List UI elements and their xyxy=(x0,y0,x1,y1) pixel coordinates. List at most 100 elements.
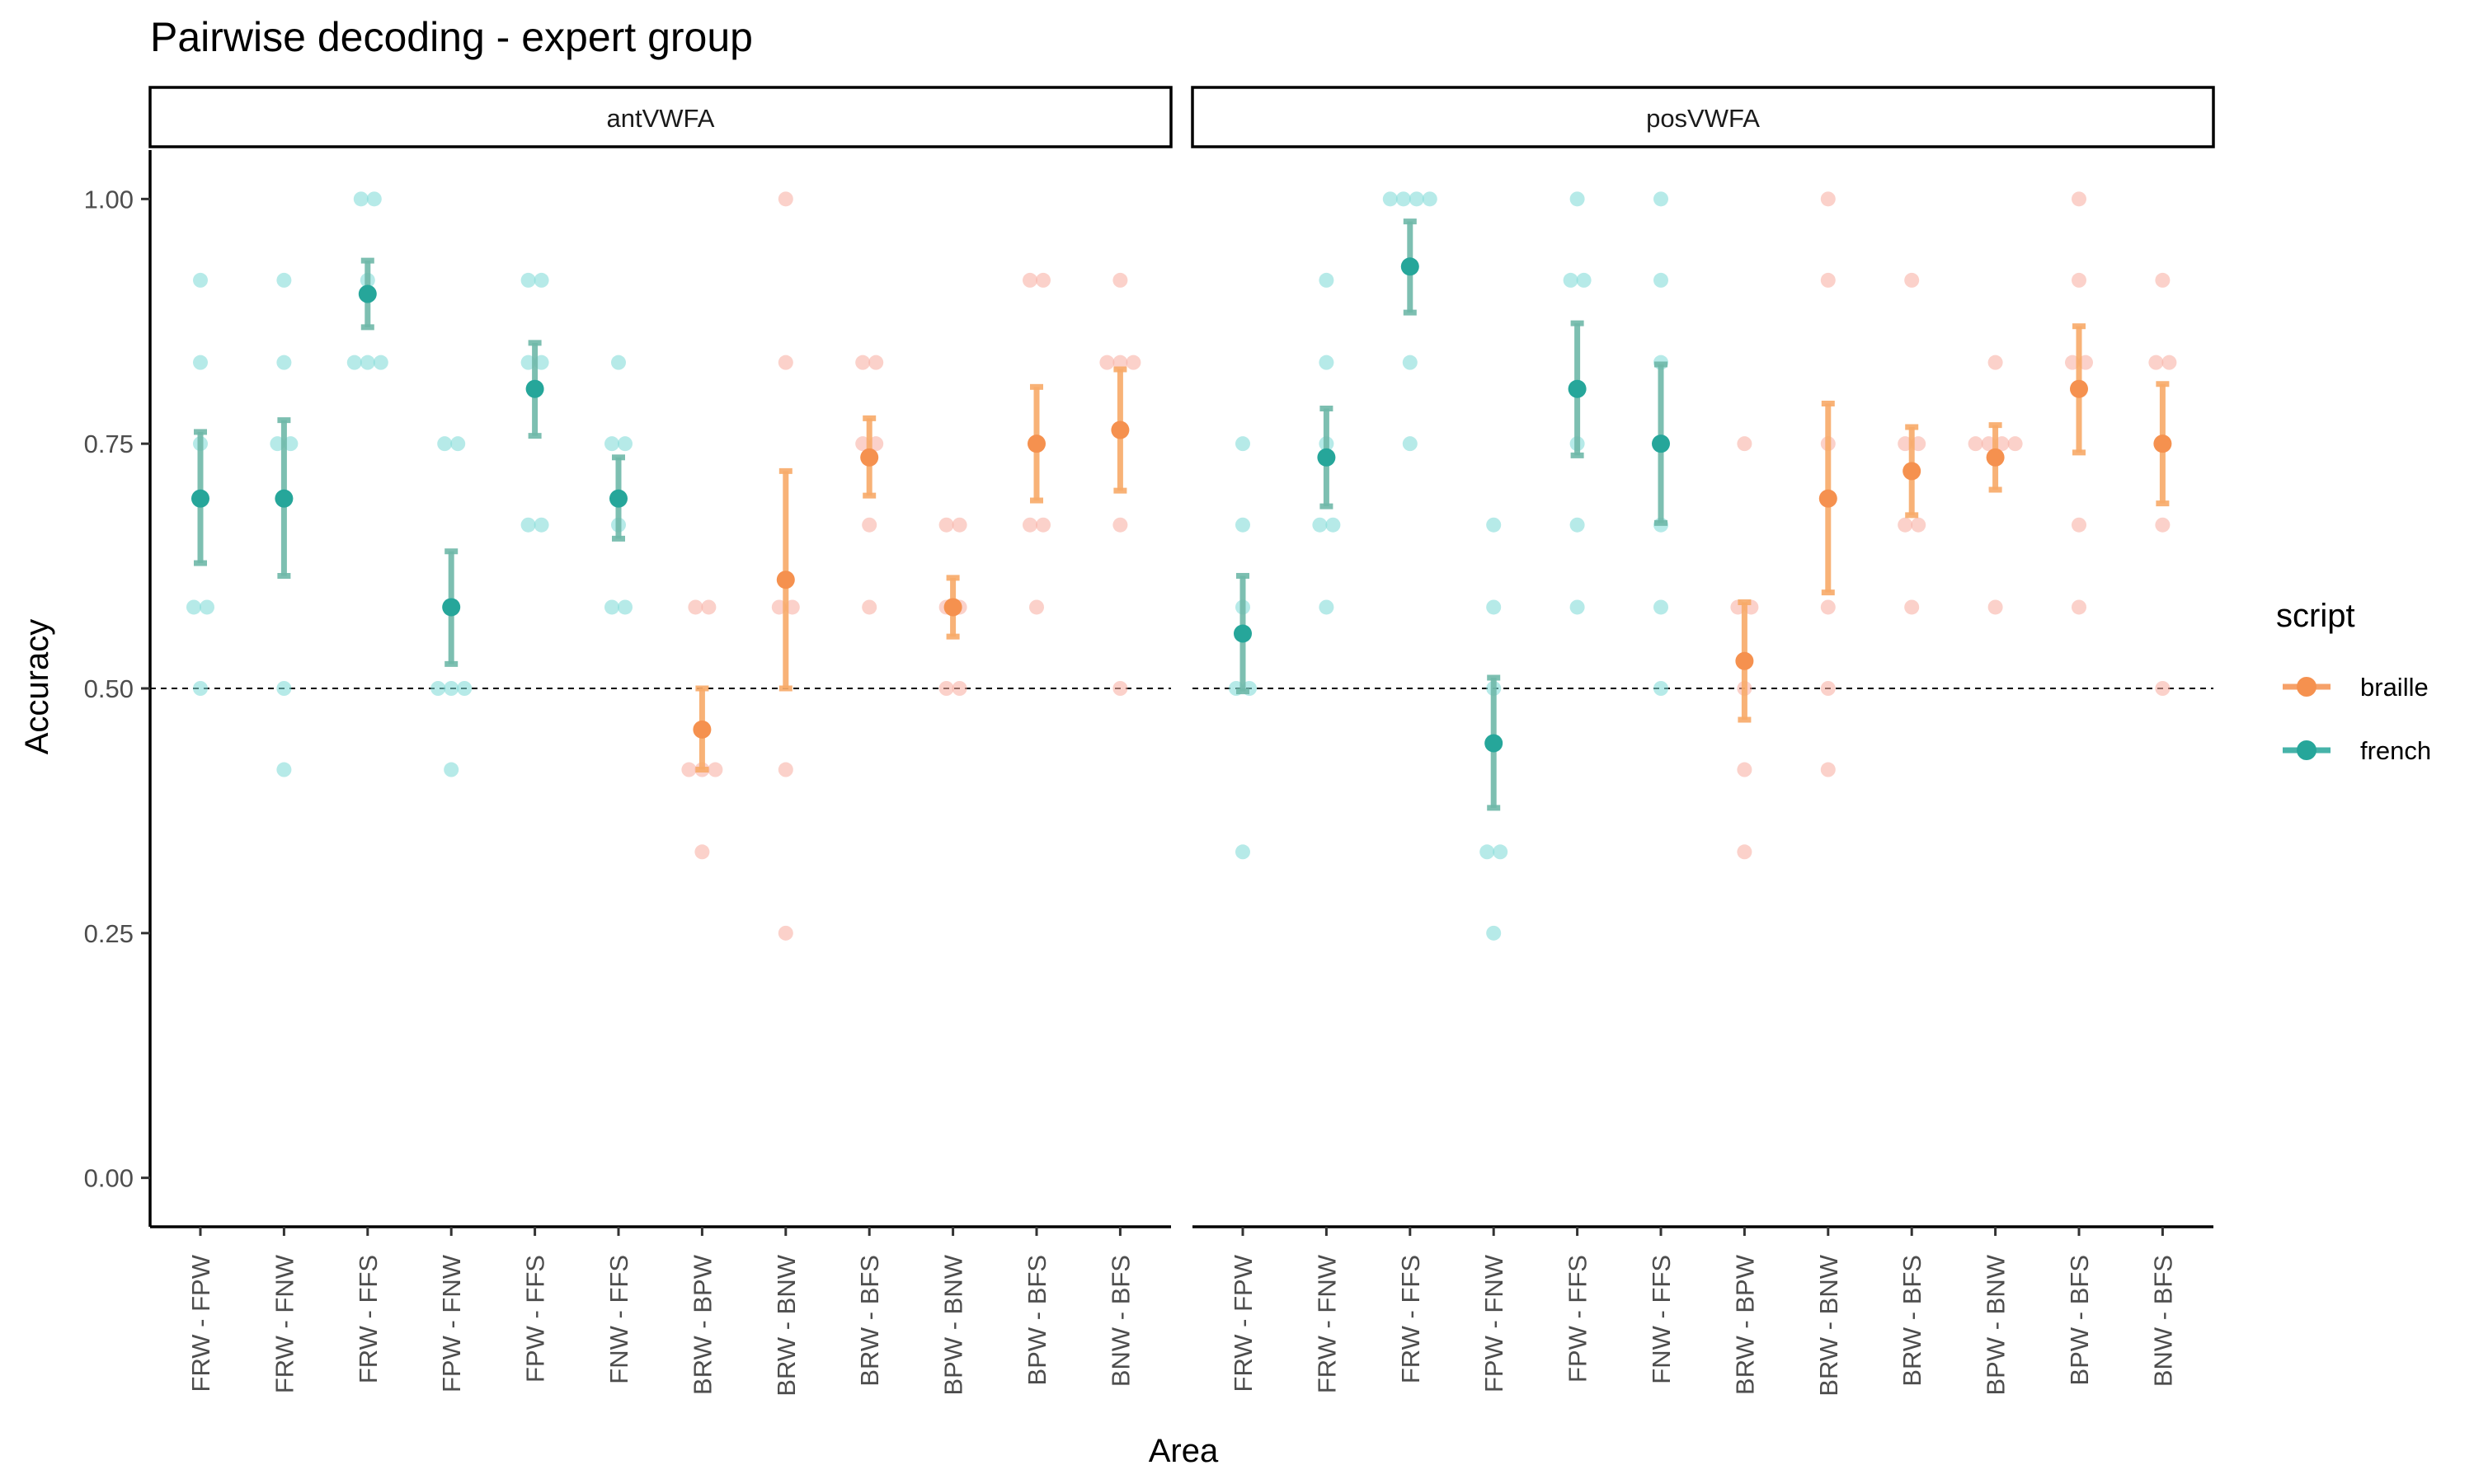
data-point xyxy=(952,681,967,696)
data-point xyxy=(1319,272,1334,288)
mean-point xyxy=(2070,379,2088,398)
x-tick-label: BPW - BFS xyxy=(1023,1255,1051,1385)
x-tick-label: BRW - BFS xyxy=(855,1255,884,1387)
data-point xyxy=(276,762,292,777)
data-point xyxy=(868,355,884,370)
data-point xyxy=(1402,436,1418,452)
data-point xyxy=(778,925,793,941)
data-point xyxy=(1911,517,1926,533)
data-point xyxy=(1493,844,1508,860)
data-point xyxy=(2155,517,2171,533)
data-point xyxy=(1904,599,1920,615)
x-tick-label: FPW - FNW xyxy=(437,1254,466,1392)
data-point xyxy=(1319,599,1334,615)
data-point xyxy=(2072,191,2086,207)
data-point xyxy=(373,355,388,370)
data-point xyxy=(1422,191,1437,207)
data-point xyxy=(1653,191,1668,207)
y-axis-title: Accuracy xyxy=(19,619,55,755)
data-point xyxy=(1479,844,1495,860)
data-point xyxy=(1402,355,1418,370)
data-point xyxy=(938,517,954,533)
mean-point xyxy=(776,571,795,589)
data-point xyxy=(1737,762,1752,777)
data-point xyxy=(457,681,473,696)
mean-point xyxy=(1652,434,1670,453)
facet-strip-label: antVWFA xyxy=(607,104,715,133)
x-tick-label: BPW - BNW xyxy=(1982,1254,2011,1395)
x-tick-label: BNW - BFS xyxy=(2148,1255,2177,1387)
data-point xyxy=(346,355,362,370)
x-tick-label: FRW - FFS xyxy=(354,1255,383,1383)
data-point xyxy=(778,191,793,207)
data-point xyxy=(1904,272,1920,288)
data-point xyxy=(862,599,877,615)
data-point xyxy=(2148,355,2164,370)
data-point xyxy=(2161,355,2177,370)
data-point xyxy=(1235,517,1250,533)
x-tick-label: BRW - BPW xyxy=(1730,1254,1759,1395)
x-tick-label: BRW - BPW xyxy=(688,1254,717,1395)
data-point xyxy=(618,599,633,615)
y-tick-label: 1.00 xyxy=(84,185,134,214)
data-point xyxy=(430,681,446,696)
data-point xyxy=(193,355,208,370)
legend-key-point xyxy=(2297,740,2316,760)
facet-panel-antVWFA: antVWFA FRW - FPW FRW - FNW FRW - FFS FPW - … xyxy=(148,86,1173,1397)
data-point xyxy=(2072,272,2086,288)
data-point xyxy=(200,599,214,615)
mean-point xyxy=(1735,651,1754,670)
data-point xyxy=(778,762,793,777)
mean-point xyxy=(609,489,628,508)
data-point xyxy=(186,599,201,615)
data-point xyxy=(1987,599,2003,615)
mean-point xyxy=(1818,489,1837,508)
x-tick-label: FPW - FNW xyxy=(1479,1254,1508,1392)
data-point xyxy=(437,436,453,452)
x-tick-label: BNW - BFS xyxy=(1106,1255,1135,1387)
data-point xyxy=(1099,355,1115,370)
data-point xyxy=(1820,191,1836,207)
data-point xyxy=(1820,762,1836,777)
data-point xyxy=(1023,272,1037,288)
mean-point xyxy=(1028,434,1046,453)
x-tick-label: FNW - FFS xyxy=(604,1255,633,1384)
data-point xyxy=(855,355,871,370)
facet-strip-label: posVWFA xyxy=(1646,104,1760,133)
data-point xyxy=(1395,191,1411,207)
x-tick-label: BRW - BNW xyxy=(1814,1254,1843,1396)
data-point xyxy=(1112,517,1128,533)
y-axis: 0.00 0.25 0.50 0.75 1.00 xyxy=(84,150,152,1227)
data-point xyxy=(1312,517,1328,533)
x-axis-title: Area xyxy=(1149,1433,1219,1469)
facet-panel-posVWFA: posVWFA FRW - FPW FRW - FNW FRW - FFS FPW - … xyxy=(1191,86,2215,1397)
facet-panels: antVWFA FRW - FPW FRW - FNW FRW - FFS FPW - … xyxy=(148,86,2215,1397)
x-tick-label: FRW - FPW xyxy=(1229,1254,1258,1392)
legend-label-french: french xyxy=(2360,736,2431,765)
legend-key-point xyxy=(2297,677,2316,697)
data-point xyxy=(688,599,703,615)
mean-point xyxy=(2153,434,2172,453)
mean-point xyxy=(1111,420,1130,439)
data-point xyxy=(520,517,536,533)
data-point xyxy=(1968,436,1983,452)
data-point xyxy=(862,517,877,533)
data-point xyxy=(1569,599,1585,615)
mean-point xyxy=(275,489,294,508)
data-point xyxy=(681,762,697,777)
data-point xyxy=(694,844,710,860)
data-point xyxy=(1653,272,1668,288)
data-point xyxy=(1486,517,1502,533)
mean-point xyxy=(1234,624,1252,643)
data-point xyxy=(444,762,459,777)
data-point xyxy=(353,191,369,207)
data-point xyxy=(1820,272,1836,288)
mean-point xyxy=(1400,257,1419,276)
data-point xyxy=(1382,191,1398,207)
mean-point xyxy=(943,598,962,617)
facet-strip xyxy=(1191,86,2215,148)
data-point xyxy=(193,272,208,288)
x-tick-label: FPW - FFS xyxy=(521,1255,550,1383)
y-tick-label: 0.00 xyxy=(84,1164,134,1193)
